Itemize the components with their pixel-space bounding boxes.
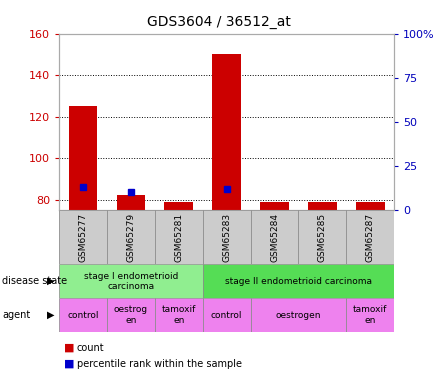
Text: tamoxif
en: tamoxif en: [162, 305, 196, 325]
Text: ■: ■: [64, 359, 74, 369]
Bar: [107, 210, 155, 264]
Text: oestrogen: oestrogen: [276, 310, 321, 320]
Text: GSM65277: GSM65277: [78, 213, 88, 262]
Text: ▶: ▶: [47, 310, 55, 320]
Bar: [155, 210, 203, 264]
Text: percentile rank within the sample: percentile rank within the sample: [77, 359, 242, 369]
Bar: [251, 210, 298, 264]
Text: GSM65283: GSM65283: [222, 213, 231, 262]
Text: GSM65287: GSM65287: [366, 213, 375, 262]
Text: GSM65279: GSM65279: [127, 213, 135, 262]
Text: disease state: disease state: [2, 276, 67, 286]
Bar: [251, 298, 346, 332]
Bar: [59, 210, 107, 264]
Text: GSM65285: GSM65285: [318, 213, 327, 262]
Bar: [164, 202, 193, 210]
Text: ▶: ▶: [47, 276, 55, 286]
Text: count: count: [77, 343, 104, 353]
Bar: [203, 298, 251, 332]
Text: GDS3604 / 36512_at: GDS3604 / 36512_at: [147, 15, 291, 29]
Text: control: control: [211, 310, 242, 320]
Bar: [298, 210, 346, 264]
Text: stage II endometrioid carcinoma: stage II endometrioid carcinoma: [225, 277, 372, 286]
Bar: [212, 54, 241, 210]
Bar: [59, 264, 203, 298]
Text: agent: agent: [2, 310, 30, 320]
Text: tamoxif
en: tamoxif en: [353, 305, 388, 325]
Bar: [356, 202, 385, 210]
Bar: [260, 202, 289, 210]
Text: GSM65284: GSM65284: [270, 213, 279, 262]
Text: control: control: [67, 310, 99, 320]
Bar: [59, 298, 107, 332]
Text: GSM65281: GSM65281: [174, 213, 183, 262]
Bar: [346, 210, 394, 264]
Bar: [69, 106, 97, 210]
Bar: [107, 298, 155, 332]
Bar: [203, 210, 251, 264]
Bar: [308, 202, 337, 210]
Text: stage I endometrioid
carcinoma: stage I endometrioid carcinoma: [84, 272, 178, 291]
Bar: [346, 298, 394, 332]
Text: oestrog
en: oestrog en: [114, 305, 148, 325]
Bar: [203, 264, 394, 298]
Bar: [117, 195, 145, 210]
Bar: [155, 298, 203, 332]
Text: ■: ■: [64, 343, 74, 353]
